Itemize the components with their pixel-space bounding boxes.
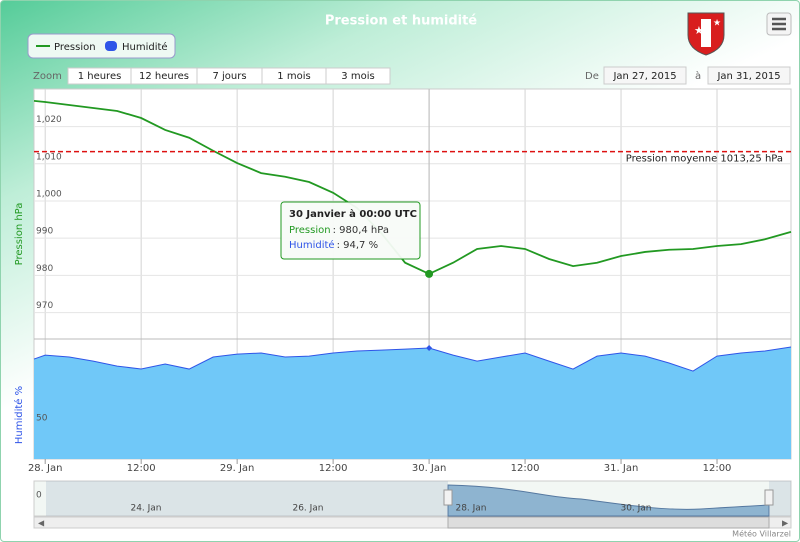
date-input[interactable]	[707, 66, 791, 85]
y-tick-label: 970	[36, 301, 53, 311]
chart-title: Pression et humidité	[325, 14, 477, 29]
tooltip-line: Pression: 980,4 hPa	[289, 225, 389, 236]
range-button-label[interactable]: 12 heures	[139, 71, 189, 82]
tooltip-name: Pression	[289, 225, 331, 236]
x-tick-label: 12:00	[319, 463, 348, 474]
legend-label[interactable]: Humidité	[122, 41, 168, 53]
range-button-label[interactable]: 7 jours	[212, 71, 246, 82]
plot-line-label: Pression moyenne 1013,25 hPa	[626, 154, 783, 165]
scrollbar-arrow[interactable]: ▶	[782, 519, 789, 528]
tooltip-name: Humidité	[289, 239, 335, 251]
date-to-label: à	[695, 70, 701, 82]
range-button-label[interactable]: 3 mois	[341, 71, 374, 82]
menu-button[interactable]	[766, 12, 792, 36]
credits: Météo Villarzel	[732, 529, 791, 539]
date-to[interactable]: Jan 31, 2015	[716, 71, 780, 82]
tooltip	[280, 201, 421, 260]
x-tick-label: 31. Jan	[604, 463, 639, 474]
legend-label[interactable]: Pression	[54, 42, 96, 53]
zoom-label: Zoom	[33, 71, 62, 82]
y2-tick-label: 50	[36, 413, 48, 423]
navigator-y-label: 0	[36, 491, 42, 501]
navigator-mask	[46, 481, 448, 516]
navigator-shape	[447, 484, 770, 517]
tooltip-title: 30 Janvier à 00:00 UTC	[289, 208, 417, 220]
date-input[interactable]	[603, 66, 687, 85]
range-button-label[interactable]: 1 mois	[277, 71, 310, 82]
hover-point	[425, 269, 434, 278]
x-tick-label: 30. Jan	[412, 463, 447, 474]
x-tick-label: 12:00	[703, 463, 732, 474]
scrollbar-arrow[interactable]: ◀	[38, 519, 45, 528]
navigator-handle[interactable]	[443, 489, 453, 506]
y-tick-label: 1,010	[36, 152, 62, 162]
y2-axis-title: Humidité %	[13, 386, 25, 444]
y-axis-title: Pression hPa	[14, 203, 25, 266]
logo: ★ ★	[687, 12, 725, 56]
y-tick-label: 1,020	[36, 115, 62, 125]
date-from-label: De	[585, 71, 599, 82]
series-line	[33, 100, 792, 275]
range-button[interactable]	[325, 67, 391, 85]
date-from[interactable]: Jan 27, 2015	[612, 71, 676, 82]
series-line	[33, 346, 792, 372]
tooltip-line: Humidité: 94,7 %	[289, 239, 378, 251]
x-tick-label: 28. Jan	[28, 463, 63, 474]
navigator-label: 28. Jan	[455, 504, 486, 514]
x-tick-label: 29. Jan	[220, 463, 255, 474]
scrollbar-track[interactable]	[33, 516, 792, 529]
svg-text:★: ★	[694, 24, 704, 37]
x-tick-label: 12:00	[127, 463, 156, 474]
svg-text:★: ★	[713, 19, 721, 29]
legend-box	[27, 33, 176, 59]
navigator-label: 30. Jan	[620, 504, 651, 514]
navigator-label: 24. Jan	[130, 504, 161, 514]
navigator-label: 26. Jan	[292, 504, 323, 514]
hover-point	[426, 345, 433, 352]
tooltip-value: : 94,7 %	[337, 240, 379, 251]
y-tick-label: 980	[36, 264, 53, 274]
scrollbar-thumb[interactable]	[447, 516, 770, 529]
y-tick-label: 990	[36, 227, 53, 237]
navigator-handle[interactable]	[764, 489, 774, 506]
humidity-area	[34, 347, 791, 459]
y-tick-label: 1,000	[36, 189, 62, 199]
navigator-mask	[769, 481, 791, 516]
x-tick-label: 12:00	[511, 463, 540, 474]
range-button-label[interactable]: 1 heures	[78, 71, 122, 82]
tooltip-value: : 980,4 hPa	[333, 225, 389, 236]
legend-symbol[interactable]	[105, 41, 117, 51]
